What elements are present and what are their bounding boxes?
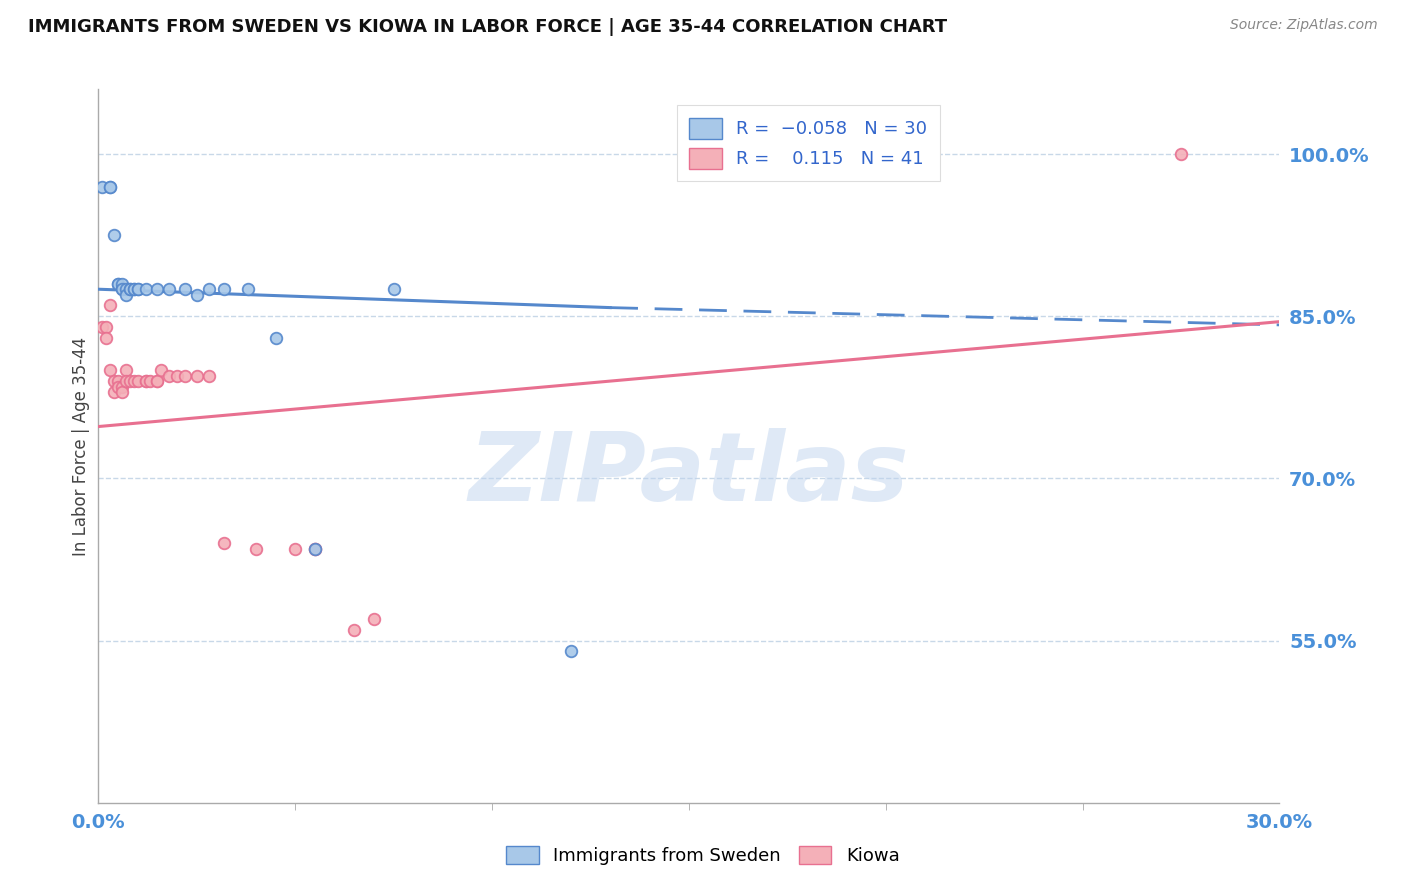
Point — [111, 282, 134, 296]
Point — [111, 379, 134, 393]
Point — [118, 282, 141, 296]
Point — [150, 363, 173, 377]
Point — [103, 228, 125, 243]
Text: IMMIGRANTS FROM SWEDEN VS KIOWA IN LABOR FORCE | AGE 35-44 CORRELATION CHART: IMMIGRANTS FROM SWEDEN VS KIOWA IN LABOR… — [28, 18, 948, 36]
Point — [174, 282, 197, 296]
Point — [98, 179, 121, 194]
Point — [111, 277, 134, 291]
Point — [107, 379, 129, 393]
Point — [135, 374, 157, 388]
Point — [122, 282, 145, 296]
Point — [122, 374, 145, 388]
Point — [135, 374, 157, 388]
Legend: R =  −0.058   N = 30, R =    0.115   N = 41: R = −0.058 N = 30, R = 0.115 N = 41 — [676, 105, 939, 181]
Point — [138, 374, 160, 388]
Point — [107, 374, 129, 388]
Point — [118, 282, 141, 296]
Point — [118, 374, 141, 388]
Legend: Immigrants from Sweden, Kiowa: Immigrants from Sweden, Kiowa — [498, 837, 908, 874]
Point — [127, 282, 149, 296]
Point — [115, 282, 138, 296]
Point — [103, 374, 125, 388]
Point — [115, 287, 138, 301]
Point — [107, 277, 129, 291]
Point — [135, 282, 157, 296]
Point — [127, 374, 149, 388]
Point — [186, 368, 208, 383]
Point — [1170, 147, 1192, 161]
Point — [146, 374, 169, 388]
Point — [91, 320, 114, 334]
Point — [363, 612, 385, 626]
Point — [111, 282, 134, 296]
Point — [96, 331, 118, 345]
Point — [304, 541, 326, 556]
Text: ZIPatlas: ZIPatlas — [468, 428, 910, 521]
Point — [107, 277, 129, 291]
Text: Source: ZipAtlas.com: Source: ZipAtlas.com — [1230, 18, 1378, 32]
Point — [304, 541, 326, 556]
Point — [91, 179, 114, 194]
Point — [197, 282, 219, 296]
Point — [304, 541, 326, 556]
Point — [197, 368, 219, 383]
Point — [115, 363, 138, 377]
Point — [146, 282, 169, 296]
Point — [214, 536, 236, 550]
Point — [157, 368, 180, 383]
Point — [284, 541, 307, 556]
Point — [127, 282, 149, 296]
Point — [214, 282, 236, 296]
Point — [875, 147, 897, 161]
Point — [103, 384, 125, 399]
Point — [98, 298, 121, 312]
Point — [236, 282, 259, 296]
Point — [245, 541, 267, 556]
Point — [122, 282, 145, 296]
Point — [382, 282, 405, 296]
Point — [186, 287, 208, 301]
Point — [115, 374, 138, 388]
Point — [157, 282, 180, 296]
Point — [146, 374, 169, 388]
Point — [96, 320, 118, 334]
Point — [98, 179, 121, 194]
Point — [264, 331, 287, 345]
Point — [343, 623, 366, 637]
Point — [98, 363, 121, 377]
Point — [166, 368, 188, 383]
Point — [560, 644, 582, 658]
Y-axis label: In Labor Force | Age 35-44: In Labor Force | Age 35-44 — [72, 336, 90, 556]
Point — [174, 368, 197, 383]
Point — [111, 384, 134, 399]
